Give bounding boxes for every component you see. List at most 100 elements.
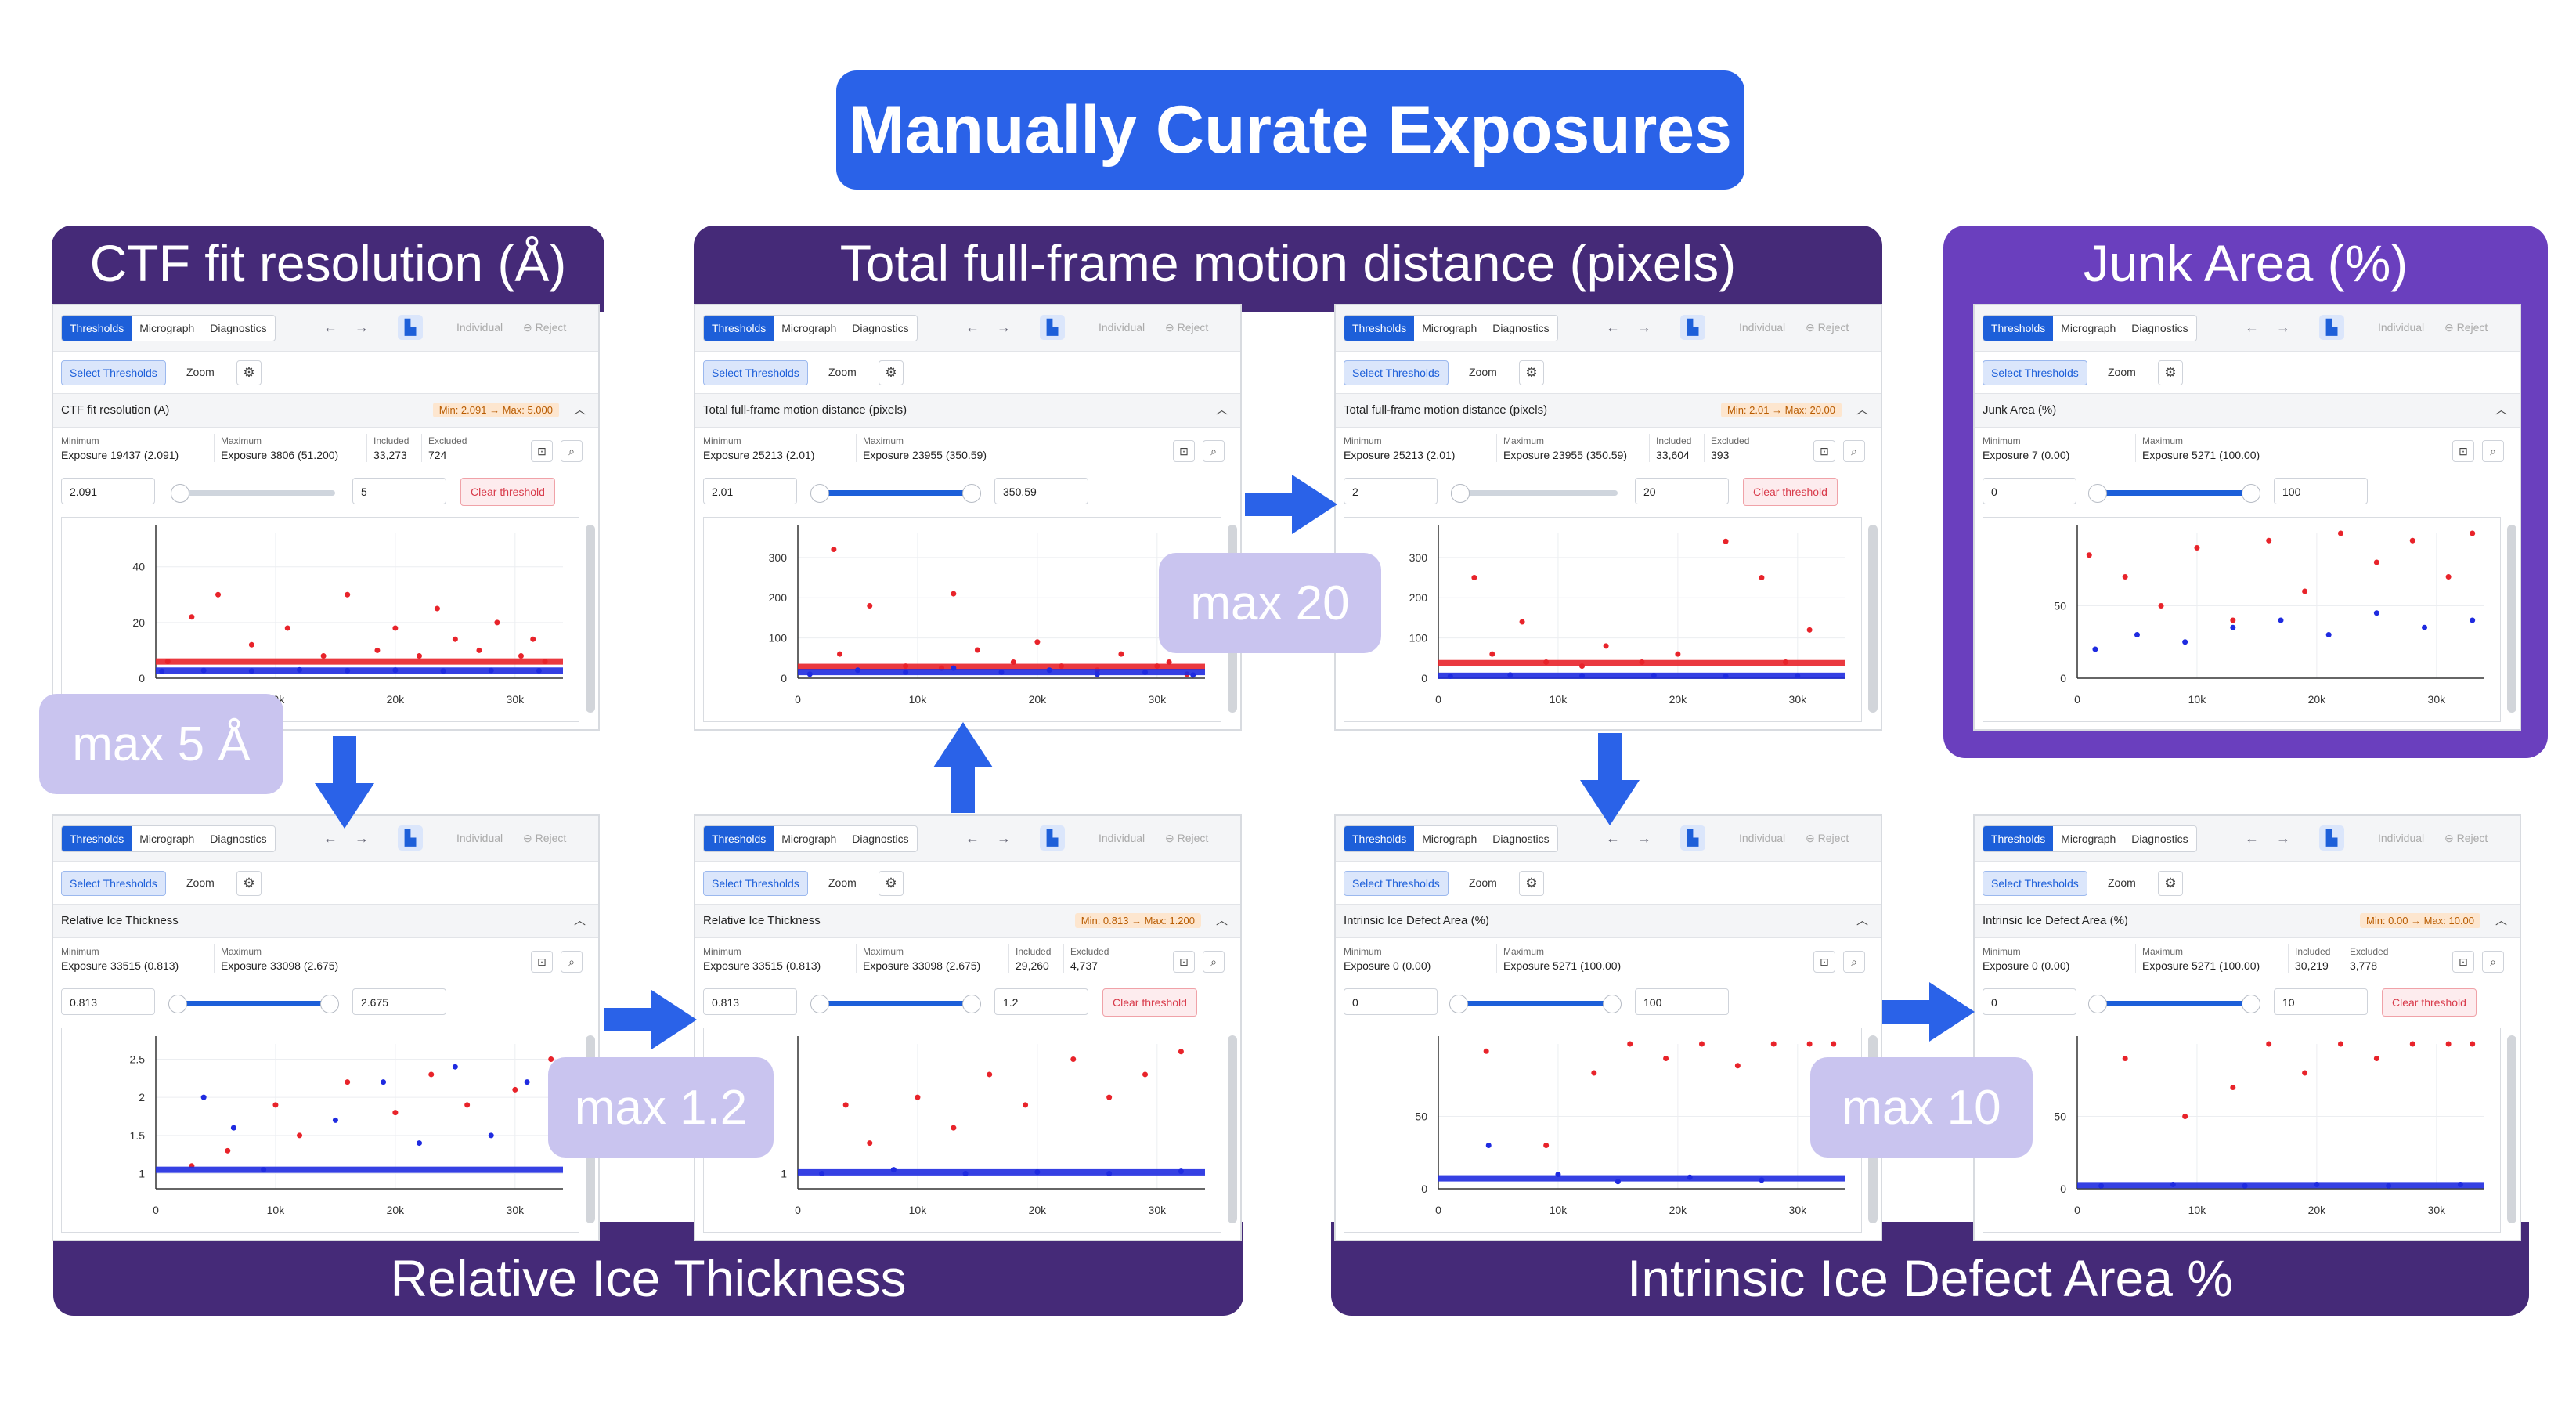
zoom-button[interactable]: Zoom bbox=[2108, 876, 2136, 889]
tab-thresholds[interactable]: Thresholds bbox=[1344, 826, 1415, 851]
chart-svg[interactable]: 0 50 0 10k 20k 30k bbox=[1983, 518, 2500, 721]
app-logo-icon[interactable]: ▙ bbox=[2319, 315, 2344, 340]
slider-max-handle[interactable] bbox=[2241, 484, 2260, 503]
chart-svg[interactable]: 0 100 200 300 0 10k 20k 30k bbox=[1344, 518, 1861, 721]
tab-micrograph[interactable]: Micrograph bbox=[781, 322, 837, 334]
reject-button[interactable]: ⊖ Reject bbox=[523, 321, 566, 334]
individual-button[interactable]: Individual bbox=[2378, 321, 2425, 334]
stat-maximum-value[interactable]: Exposure 23955 (350.59) bbox=[863, 449, 987, 461]
max-input[interactable]: 2.675 bbox=[352, 988, 446, 1015]
magnifier-icon[interactable]: ⌕ bbox=[1843, 440, 1865, 462]
max-input[interactable]: 100 bbox=[1635, 988, 1729, 1015]
individual-button[interactable]: Individual bbox=[2378, 832, 2425, 844]
min-input[interactable]: 2 bbox=[1344, 478, 1438, 504]
arrow-right-icon[interactable]: → bbox=[997, 830, 1011, 846]
gear-icon[interactable]: ⚙ bbox=[879, 360, 904, 385]
scrollbar[interactable] bbox=[2507, 525, 2516, 713]
tab-micrograph[interactable]: Micrograph bbox=[1422, 322, 1477, 334]
slider-max-handle[interactable] bbox=[1602, 995, 1622, 1013]
min-input[interactable]: 2.091 bbox=[61, 478, 155, 504]
reject-button[interactable]: ⊖ Reject bbox=[523, 832, 566, 845]
scatter-plot[interactable]: 0 100 200 300 0 10k 20k 30k bbox=[1344, 517, 1862, 722]
gear-icon[interactable]: ⚙ bbox=[2158, 360, 2183, 385]
stat-maximum-value[interactable]: Exposure 5271 (100.00) bbox=[2142, 449, 2260, 461]
metric-header[interactable]: CTF fit resolution (A) Min: 2.091 → Max: … bbox=[53, 393, 598, 428]
metric-header[interactable]: Intrinsic Ice Defect Area (%) ︿ bbox=[1336, 904, 1881, 938]
stat-minimum-value[interactable]: Exposure 25213 (2.01) bbox=[1344, 449, 1456, 461]
scatter-plot[interactable]: 0 50 0 10k 20k 30k bbox=[1983, 1028, 2501, 1233]
clear-threshold-button[interactable]: Clear threshold bbox=[1743, 478, 1838, 506]
stat-minimum-value[interactable]: Exposure 33515 (0.813) bbox=[61, 959, 179, 972]
stat-maximum-value[interactable]: Exposure 5271 (100.00) bbox=[2142, 959, 2260, 972]
scatter-plot[interactable]: 1 0 10k 20k 30k bbox=[703, 1028, 1221, 1233]
zoom-button[interactable]: Zoom bbox=[828, 876, 857, 889]
tab-micrograph[interactable]: Micrograph bbox=[781, 832, 837, 845]
slider-min-handle[interactable] bbox=[2088, 995, 2108, 1013]
arrow-left-icon[interactable]: ← bbox=[323, 830, 337, 846]
scatter-plot[interactable]: 0 50 0 10k 20k 30k bbox=[1983, 517, 2501, 722]
tab-diagnostics[interactable]: Diagnostics bbox=[852, 322, 909, 334]
tab-diagnostics[interactable]: Diagnostics bbox=[210, 832, 267, 845]
zoom-button[interactable]: Zoom bbox=[1469, 876, 1497, 889]
gear-icon[interactable]: ⚙ bbox=[2158, 871, 2183, 896]
min-input[interactable]: 0 bbox=[1983, 478, 2076, 504]
chevron-up-icon[interactable]: ︿ bbox=[1856, 403, 1868, 417]
tab-micrograph[interactable]: Micrograph bbox=[2061, 832, 2116, 845]
chevron-up-icon[interactable]: ︿ bbox=[1215, 403, 1228, 417]
select-thresholds-button[interactable]: Select Thresholds bbox=[1983, 871, 2087, 896]
zoom-button[interactable]: Zoom bbox=[186, 366, 215, 378]
select-thresholds-button[interactable]: Select Thresholds bbox=[61, 360, 166, 385]
individual-button[interactable]: Individual bbox=[1739, 832, 1786, 844]
select-thresholds-button[interactable]: Select Thresholds bbox=[703, 360, 808, 385]
select-thresholds-button[interactable]: Select Thresholds bbox=[1344, 360, 1449, 385]
clear-threshold-button[interactable]: Clear threshold bbox=[1102, 988, 1197, 1017]
zoom-fit-icon[interactable]: ⊡ bbox=[1173, 440, 1195, 462]
app-logo-icon[interactable]: ▙ bbox=[398, 825, 423, 851]
arrow-left-icon[interactable]: ← bbox=[1606, 320, 1620, 335]
tab-diagnostics[interactable]: Diagnostics bbox=[210, 322, 267, 334]
chevron-up-icon[interactable]: ︿ bbox=[1856, 914, 1868, 927]
arrow-left-icon[interactable]: ← bbox=[1606, 830, 1620, 846]
reject-button[interactable]: ⊖ Reject bbox=[1806, 832, 1849, 845]
arrow-right-icon[interactable]: → bbox=[997, 320, 1011, 335]
metric-header[interactable]: Intrinsic Ice Defect Area (%) Min: 0.00 →… bbox=[1975, 904, 2520, 938]
arrow-right-icon[interactable]: → bbox=[1637, 830, 1651, 846]
chart-svg[interactable]: 1 0 10k 20k 30k bbox=[704, 1028, 1221, 1232]
zoom-fit-icon[interactable]: ⊡ bbox=[1813, 951, 1835, 973]
zoom-fit-icon[interactable]: ⊡ bbox=[531, 440, 553, 462]
tab-thresholds[interactable]: Thresholds bbox=[62, 826, 132, 851]
app-logo-icon[interactable]: ▙ bbox=[2319, 825, 2344, 851]
chevron-up-icon[interactable]: ︿ bbox=[1215, 914, 1228, 927]
slider-max-handle[interactable] bbox=[2241, 995, 2260, 1013]
slider-max-handle[interactable] bbox=[319, 995, 339, 1013]
zoom-fit-icon[interactable]: ⊡ bbox=[1173, 951, 1195, 973]
clear-threshold-button[interactable]: Clear threshold bbox=[460, 478, 555, 506]
max-input[interactable]: 100 bbox=[2274, 478, 2368, 504]
stat-maximum-value[interactable]: Exposure 23955 (350.59) bbox=[1503, 449, 1627, 461]
tab-diagnostics[interactable]: Diagnostics bbox=[2131, 832, 2188, 845]
select-thresholds-button[interactable]: Select Thresholds bbox=[61, 871, 166, 896]
metric-header[interactable]: Total full-frame motion distance (pixels… bbox=[1336, 393, 1881, 428]
zoom-fit-icon[interactable]: ⊡ bbox=[2452, 951, 2474, 973]
stat-maximum-value[interactable]: Exposure 33098 (2.675) bbox=[863, 959, 981, 972]
reject-button[interactable]: ⊖ Reject bbox=[1165, 321, 1208, 334]
stat-minimum-value[interactable]: Exposure 19437 (2.091) bbox=[61, 449, 179, 461]
individual-button[interactable]: Individual bbox=[456, 832, 503, 844]
reject-button[interactable]: ⊖ Reject bbox=[2444, 321, 2488, 334]
chevron-up-icon[interactable]: ︿ bbox=[573, 403, 586, 417]
chevron-up-icon[interactable]: ︿ bbox=[2495, 403, 2507, 417]
scrollbar[interactable] bbox=[586, 525, 595, 713]
chevron-up-icon[interactable]: ︿ bbox=[2495, 914, 2507, 927]
zoom-fit-icon[interactable]: ⊡ bbox=[1813, 440, 1835, 462]
reject-button[interactable]: ⊖ Reject bbox=[1165, 832, 1208, 845]
tab-diagnostics[interactable]: Diagnostics bbox=[852, 832, 909, 845]
tab-thresholds[interactable]: Thresholds bbox=[1983, 826, 2054, 851]
arrow-left-icon[interactable]: ← bbox=[2245, 320, 2259, 335]
stat-minimum-value[interactable]: Exposure 33515 (0.813) bbox=[703, 959, 821, 972]
metric-header[interactable]: Relative Ice Thickness Min: 0.813 → Max: … bbox=[695, 904, 1240, 938]
metric-header[interactable]: Relative Ice Thickness ︿ bbox=[53, 904, 598, 938]
max-input[interactable]: 20 bbox=[1635, 478, 1729, 504]
chart-svg[interactable]: 0204010k20k30k bbox=[62, 518, 579, 721]
stat-maximum-value[interactable]: Exposure 5271 (100.00) bbox=[1503, 959, 1622, 972]
tab-diagnostics[interactable]: Diagnostics bbox=[1492, 322, 1550, 334]
